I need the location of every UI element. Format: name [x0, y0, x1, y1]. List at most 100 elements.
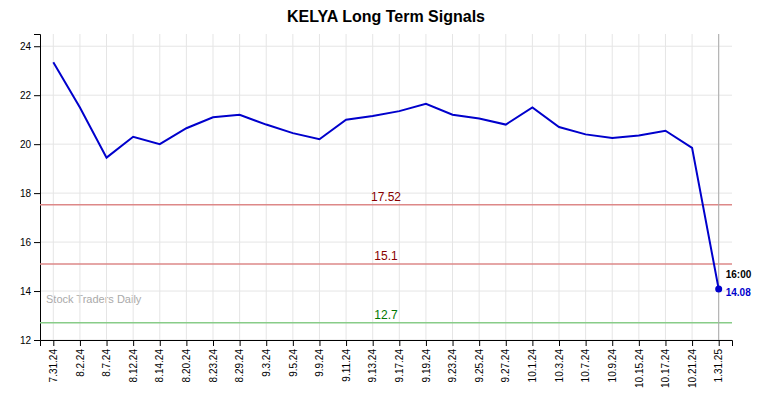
y-tick: 24 — [20, 41, 40, 52]
x-tick-mark — [107, 340, 108, 346]
x-tick: 9.23.24 — [447, 340, 458, 382]
x-tick-mark — [506, 340, 507, 346]
y-tick: 12 — [20, 335, 40, 346]
x-grid-line — [133, 34, 134, 340]
x-grid-line — [53, 34, 54, 340]
x-grid-line — [79, 34, 80, 340]
x-tick-mark — [639, 340, 640, 346]
x-tick: 9.19.24 — [421, 340, 432, 382]
y-tick-label: 14 — [20, 286, 32, 297]
x-tick: 9.3.24 — [261, 340, 272, 377]
x-grid-line — [266, 34, 267, 340]
x-tick-mark — [612, 340, 613, 346]
x-tick-label: 8.14.24 — [154, 349, 165, 383]
x-grid-line — [186, 34, 187, 340]
y-tick: 14 — [20, 286, 40, 297]
x-tick-label: 8.23.24 — [208, 349, 219, 383]
end-label: 14.08 — [726, 287, 751, 298]
x-tick-label: 10.3.24 — [554, 349, 565, 383]
x-tick-mark — [319, 340, 320, 346]
x-axis: 7.31.248.2.248.7.248.12.248.14.248.20.24… — [41, 340, 733, 388]
x-tick: 9.11.24 — [341, 340, 352, 382]
grid — [40, 34, 732, 340]
x-grid-line — [452, 34, 453, 340]
x-grid-line — [585, 34, 586, 340]
y-tick: 16 — [20, 237, 40, 248]
x-tick-mark — [559, 340, 560, 346]
x-tick-label: 8.29.24 — [234, 349, 245, 383]
x-tick-label: 8.20.24 — [181, 349, 192, 383]
x-tick-label: 9.25.24 — [474, 349, 485, 383]
x-grid-line — [346, 34, 347, 340]
x-tick-label: 1.31.25 — [713, 349, 724, 383]
chart-container: KELYA Long Term SignalsStock Traders Dai… — [0, 0, 784, 398]
x-tick: 9.17.24 — [394, 340, 405, 382]
x-grid-line — [319, 34, 320, 340]
x-grid-line — [718, 34, 719, 340]
y-tick: 22 — [20, 90, 40, 101]
x-tick-mark — [665, 340, 666, 346]
x-tick-mark — [186, 340, 187, 346]
chart-svg: KELYA Long Term SignalsStock Traders Dai… — [0, 0, 784, 398]
x-tick: 8.12.24 — [128, 340, 139, 382]
data-group — [40, 34, 732, 340]
x-tick-mark — [586, 340, 587, 346]
x-tick-label: 9.9.24 — [314, 349, 325, 377]
end-label: 16:00 — [726, 269, 752, 280]
y-tick-label: 12 — [20, 335, 32, 346]
x-tick-mark — [479, 340, 480, 346]
x-tick-mark — [426, 340, 427, 346]
x-axis-line — [41, 341, 733, 347]
x-tick: 10.15.24 — [634, 340, 645, 388]
x-tick-mark — [53, 340, 54, 346]
x-tick: 9.25.24 — [474, 340, 485, 382]
y-tick-label: 24 — [20, 41, 32, 52]
x-grid-line — [559, 34, 560, 340]
x-tick: 9.13.24 — [367, 340, 378, 382]
x-grid-line — [399, 34, 400, 340]
x-tick: 10.1.24 — [527, 340, 538, 382]
reference-label: 12.7 — [374, 308, 398, 322]
y-tick-mark — [34, 291, 40, 292]
x-grid-line — [532, 34, 533, 340]
annotations: 17.5215.112.716:0014.08 — [371, 190, 752, 322]
end-point — [715, 286, 722, 293]
x-tick-label: 7.31.24 — [48, 349, 59, 383]
y-grid-line — [40, 242, 732, 243]
x-tick-mark — [399, 340, 400, 346]
x-tick-label: 9.23.24 — [447, 349, 458, 383]
y-tick-mark — [34, 193, 40, 194]
x-grid-line — [479, 34, 480, 340]
y-tick-label: 22 — [20, 90, 32, 101]
reference-line — [40, 263, 732, 265]
x-tick-label: 10.1.24 — [527, 349, 538, 383]
x-tick-mark — [160, 340, 161, 346]
x-grid-line — [106, 34, 107, 340]
y-axis: 12141618202224 — [20, 35, 41, 346]
x-grid-line — [372, 34, 373, 340]
x-tick-mark — [213, 340, 214, 346]
y-tick: 20 — [20, 139, 40, 150]
x-grid-line — [213, 34, 214, 340]
x-tick: 10.9.24 — [607, 340, 618, 382]
y-tick-mark — [34, 144, 40, 145]
x-tick-label: 8.7.24 — [101, 349, 112, 377]
x-tick-label: 9.13.24 — [367, 349, 378, 383]
x-tick-label: 9.5.24 — [288, 349, 299, 377]
x-tick-mark — [692, 340, 693, 346]
x-grid-line — [505, 34, 506, 340]
x-tick: 8.14.24 — [154, 340, 165, 382]
y-tick-label: 20 — [20, 139, 32, 150]
y-grid-line — [40, 95, 732, 96]
x-grid-line — [612, 34, 613, 340]
x-tick: 10.17.24 — [660, 340, 671, 388]
x-tick-label: 9.17.24 — [394, 349, 405, 383]
x-grid-line — [665, 34, 666, 340]
x-tick: 8.23.24 — [208, 340, 219, 382]
x-grid-line — [425, 34, 426, 340]
x-tick: 9.27.24 — [500, 340, 511, 382]
plot-area: Stock Traders Daily7.31.248.2.248.7.248.… — [20, 34, 752, 388]
x-grid-line — [692, 34, 693, 340]
x-tick-mark — [719, 340, 720, 346]
x-tick: 10.7.24 — [580, 340, 591, 382]
